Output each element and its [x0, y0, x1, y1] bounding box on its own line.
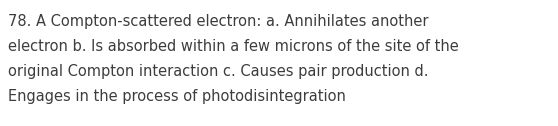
Text: Engages in the process of photodisintegration: Engages in the process of photodisintegr…	[8, 89, 346, 104]
Text: electron b. Is absorbed within a few microns of the site of the: electron b. Is absorbed within a few mic…	[8, 39, 459, 54]
Text: original Compton interaction c. Causes pair production d.: original Compton interaction c. Causes p…	[8, 64, 429, 79]
Text: 78. A Compton-scattered electron: a. Annihilates another: 78. A Compton-scattered electron: a. Ann…	[8, 14, 429, 29]
